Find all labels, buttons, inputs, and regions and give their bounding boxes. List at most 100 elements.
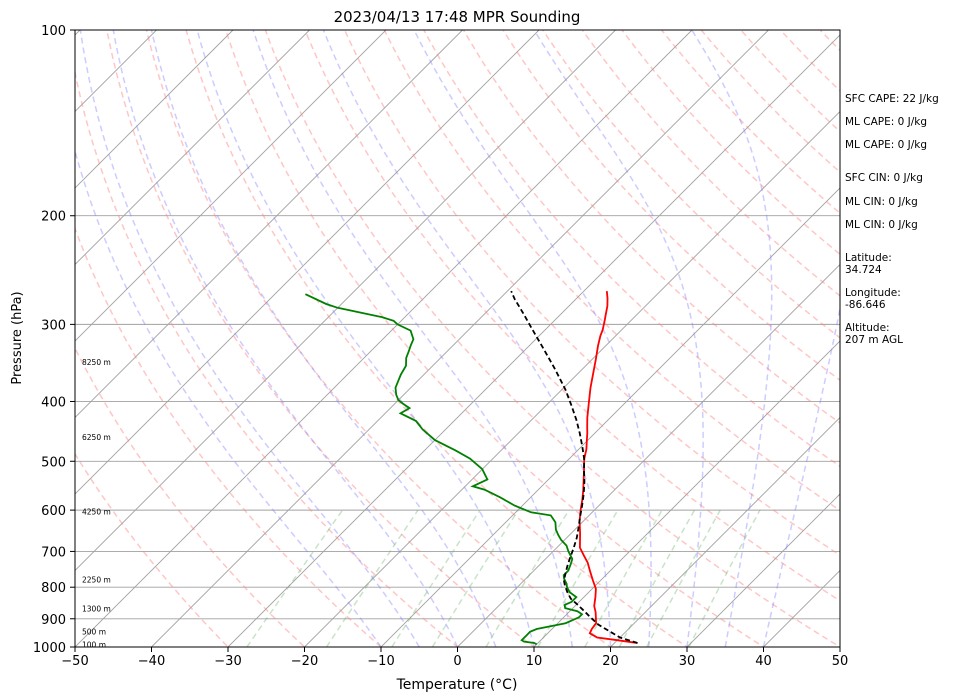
mixing-ratio-line bbox=[645, 509, 721, 647]
dry-adiabat-line bbox=[502, 30, 840, 382]
latitude-value: 34.724 bbox=[845, 264, 882, 276]
moist-adiabat-line bbox=[112, 30, 459, 647]
chart-title: 2023/04/13 17:48 MPR Sounding bbox=[334, 8, 581, 26]
dry-adiabat-line bbox=[541, 30, 840, 339]
mixing-ratio-line bbox=[688, 509, 761, 647]
dry-adiabat-line bbox=[75, 346, 306, 647]
height-label: 500 m bbox=[82, 628, 106, 637]
isotherm-line bbox=[75, 30, 616, 572]
altitude-value: 207 m AGL bbox=[845, 334, 903, 346]
dry-adiabat-line bbox=[106, 30, 536, 647]
x-tick-label: −40 bbox=[138, 654, 165, 669]
sfc-cin-text: SFC CIN: 0 J/kg bbox=[845, 172, 923, 184]
dry-adiabat-line bbox=[185, 30, 689, 647]
height-label: 4250 m bbox=[82, 507, 111, 516]
mixing-ratio-line bbox=[618, 509, 696, 647]
y-tick-label: 900 bbox=[41, 613, 66, 628]
dry-adiabat-line bbox=[621, 30, 840, 256]
height-label: 8250 m bbox=[82, 358, 111, 367]
x-tick-label: 50 bbox=[832, 654, 849, 669]
height-label: 100 m bbox=[82, 640, 106, 649]
dry-adiabat-line bbox=[224, 30, 765, 647]
isotherm-line bbox=[686, 493, 840, 647]
dry-adiabat-line bbox=[383, 30, 840, 512]
isotherm-line bbox=[75, 30, 234, 189]
moist-adiabat-line bbox=[79, 30, 420, 647]
longitude-label: Longitude: bbox=[845, 287, 901, 299]
y-tick-label: 400 bbox=[41, 395, 66, 410]
dry-adiabat-line bbox=[75, 226, 383, 647]
parcel-profile-line bbox=[510, 290, 638, 644]
mixing-ratio-line bbox=[325, 509, 419, 647]
x-tick-label: −30 bbox=[214, 654, 241, 669]
mixing-ratio-line bbox=[391, 509, 481, 647]
isotherm-line bbox=[380, 187, 840, 647]
isotherm-line bbox=[457, 263, 840, 647]
height-label: 2250 m bbox=[82, 576, 111, 585]
dry-adiabat-line bbox=[739, 30, 840, 133]
mixing-ratio-line bbox=[246, 509, 344, 647]
x-tick-label: 10 bbox=[526, 654, 543, 669]
ml-cin-text: ML CIN: 0 J/kg bbox=[845, 196, 918, 208]
y-tick-label: 300 bbox=[41, 318, 66, 333]
y-tick-label: 1000 bbox=[33, 641, 66, 656]
y-tick-label: 200 bbox=[41, 210, 66, 225]
moist-adiabat-line bbox=[691, 30, 773, 647]
isotherm-line bbox=[75, 30, 387, 342]
isotherm-line bbox=[75, 30, 540, 495]
isotherm-line bbox=[304, 110, 840, 647]
mixing-ratio-line bbox=[584, 509, 663, 647]
longitude-value: -86.646 bbox=[845, 299, 886, 311]
height-labels: 8250 m 6250 m 4250 m 2250 m 1300 m 500 m 100 m bbox=[82, 358, 111, 649]
isotherm-line bbox=[227, 34, 840, 647]
height-label: 1300 m bbox=[82, 604, 111, 613]
moist-adiabat-line bbox=[762, 304, 840, 647]
ml-cin-text-2: ML CIN: 0 J/kg bbox=[845, 219, 918, 231]
dry-adiabat-line bbox=[304, 30, 840, 602]
dry-adiabat-line bbox=[423, 30, 840, 468]
x-axis-label: Temperature (°C) bbox=[396, 677, 518, 693]
isotherm-line bbox=[75, 30, 310, 266]
y-axis-label: Pressure (hPa) bbox=[10, 291, 25, 384]
series-layer bbox=[305, 290, 638, 646]
x-tick-label: −10 bbox=[367, 654, 394, 669]
sfc-cape-text: SFC CAPE: 22 J/kg bbox=[845, 93, 939, 105]
dry-adiabat-line bbox=[145, 30, 612, 647]
dry-adiabat-line bbox=[264, 30, 840, 647]
isotherm-line bbox=[151, 30, 769, 647]
y-tick-label: 700 bbox=[41, 545, 66, 560]
x-tick-label: −50 bbox=[61, 654, 88, 669]
grid-layer bbox=[0, 30, 840, 647]
plot-frame bbox=[74, 29, 841, 648]
mixing-ratio-line bbox=[537, 509, 619, 647]
dry-adiabat-line bbox=[75, 69, 459, 647]
dry-adiabat-line bbox=[75, 452, 230, 647]
altitude-label: Altitude: bbox=[845, 322, 890, 334]
mixing-ratio-line bbox=[431, 509, 519, 647]
height-label: 6250 m bbox=[82, 433, 111, 442]
y-tick-label: 500 bbox=[41, 455, 66, 470]
moist-adiabat-line bbox=[533, 30, 704, 647]
isotherm-line bbox=[0, 30, 4, 647]
mixing-ratio-line bbox=[485, 509, 570, 647]
moist-adiabat-line bbox=[150, 30, 497, 647]
moist-adiabat-line bbox=[413, 30, 652, 647]
y-tick-label: 800 bbox=[41, 581, 66, 596]
x-tick-label: 40 bbox=[755, 654, 772, 669]
y-tick-label: 100 bbox=[41, 24, 66, 39]
ml-cape-text-2: ML CAPE: 0 J/kg bbox=[845, 139, 928, 151]
x-tick-label: 30 bbox=[679, 654, 696, 669]
ml-cape-text: ML CAPE: 0 J/kg bbox=[845, 116, 928, 128]
moist-adiabat-line bbox=[196, 30, 535, 647]
x-tick-label: −20 bbox=[291, 654, 318, 669]
dewpoint-profile-line bbox=[305, 293, 584, 646]
dry-adiabat-line bbox=[343, 30, 840, 557]
dry-adiabat-line bbox=[462, 30, 840, 424]
isotherm-line bbox=[75, 30, 463, 419]
x-tick-label: 0 bbox=[453, 654, 461, 669]
latitude-label: Latitude: bbox=[845, 252, 892, 264]
y-tick-label: 600 bbox=[41, 504, 66, 519]
x-tick-label: 20 bbox=[602, 654, 619, 669]
isotherm-line bbox=[610, 416, 840, 647]
